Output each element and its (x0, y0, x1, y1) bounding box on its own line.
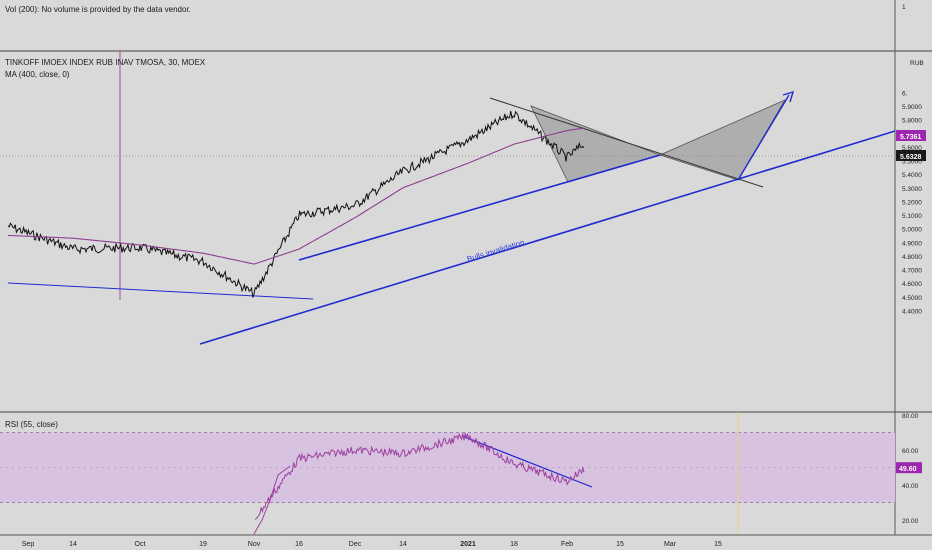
time-tick-label: 14 (69, 541, 77, 548)
price-badge (896, 130, 926, 141)
time-tick-label: Oct (135, 541, 146, 548)
price-line (7, 110, 585, 298)
rsi-tick-label: 40.00 (902, 483, 919, 490)
projection-arrow (737, 94, 790, 181)
time-tick-label: 16 (295, 541, 303, 548)
price-tick-label: 5.6000 (902, 145, 922, 152)
price-tick-label: 4.7000 (902, 268, 922, 275)
currency-label: RUB (910, 60, 924, 67)
rsi-line (254, 432, 585, 520)
ma-label: MA (400, close, 0) (5, 70, 70, 79)
rsi-badge-label: 49.60 (899, 466, 917, 473)
time-tick-label: Feb (561, 541, 573, 548)
price-tick-label: 5.2000 (902, 199, 922, 206)
price-tick-label: 5.5000 (902, 159, 922, 166)
rsi-line-start (253, 465, 291, 535)
price-tick-label: 4.9000 (902, 240, 922, 247)
volume-label: Vol (200): No volume is provided by the … (5, 5, 191, 14)
time-tick-label: 2021 (460, 541, 476, 548)
descending-trend-line (489, 97, 764, 188)
price-tick-label: 6. (902, 90, 908, 97)
price-tick-label: 4.6000 (902, 281, 922, 288)
bulls-invalidation-label: Bulls invalidation (466, 238, 526, 264)
time-tick-label: Mar (664, 541, 677, 548)
time-tick-label: 15 (616, 541, 624, 548)
price-tick-label: 4.8000 (902, 254, 922, 261)
time-tick-label: Dec (349, 541, 362, 548)
rsi-badge (896, 462, 922, 474)
time-tick-label: Nov (248, 541, 261, 548)
rsi-tick-label: 60.00 (902, 448, 919, 455)
price-badge-label: 5.6328 (900, 154, 922, 161)
arrow-head-icon (782, 90, 795, 103)
time-tick-label: 15 (714, 541, 722, 548)
volume-tick-label: 1 (902, 4, 906, 11)
price-tick-label: 4.5000 (902, 295, 922, 302)
symbol-title: TINKOFF IMOEX INDEX RUB INAV TMOSA, 30, … (5, 58, 206, 67)
time-tick-label: 19 (199, 541, 207, 548)
rsi-tick-label: 20.00 (902, 518, 919, 525)
price-badge-label: 5.7361 (900, 134, 922, 141)
price-tick-label: 5.8000 (902, 118, 922, 125)
price-tick-label: 4.4000 (902, 308, 922, 315)
early-resistance-line (7, 282, 314, 300)
rsi-tick-label: 80.00 (902, 413, 919, 420)
support-trend-line (298, 154, 661, 261)
time-tick-label: Sep (22, 541, 35, 548)
price-tick-label: 5.4000 (902, 172, 922, 179)
price-badge (896, 150, 926, 161)
projection-triangle (658, 99, 786, 181)
bulls-invalidation-line (199, 130, 896, 345)
rsi-label: RSI (55, close) (5, 420, 58, 429)
time-tick-label: 14 (399, 541, 407, 548)
price-tick-label: 5.0000 (902, 227, 922, 234)
ma-line (7, 127, 585, 265)
price-tick-label: 5.9000 (902, 104, 922, 111)
time-tick-label: 18 (510, 541, 518, 548)
price-tick-label: 5.3000 (902, 186, 922, 193)
price-tick-label: 5.1000 (902, 213, 922, 220)
